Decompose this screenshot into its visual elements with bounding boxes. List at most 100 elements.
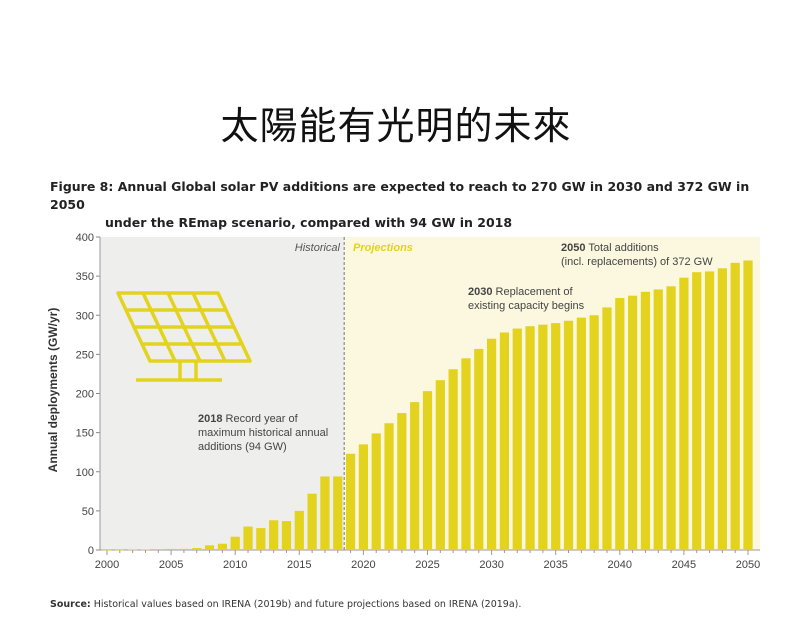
bar-2018 <box>333 476 343 550</box>
svg-text:2030 Replacement of: 2030 Replacement of <box>468 286 574 298</box>
bar-2026 <box>435 380 445 550</box>
bar-2045 <box>679 277 689 550</box>
annotation-2030-line1: Replacement of <box>496 286 574 298</box>
bar-2013 <box>269 520 279 550</box>
figure-caption-line2: under the REmap scenario, compared with … <box>105 215 513 230</box>
bar-2015 <box>294 510 304 550</box>
bar-2029 <box>474 348 484 550</box>
bar-2005 <box>166 548 176 550</box>
bar-2022 <box>384 423 394 550</box>
bar-2004 <box>153 549 163 550</box>
y-tick-label: 150 <box>76 428 94 440</box>
figure-caption-line1: Annual Global solar PV additions are exp… <box>50 179 750 212</box>
y-tick-label: 100 <box>76 467 94 479</box>
annotation-2030: 2030 Replacement of existing capacity be… <box>468 286 585 312</box>
bar-2031 <box>499 332 510 550</box>
historical-region-bg <box>100 237 345 550</box>
bar-2041 <box>628 295 638 550</box>
bar-2024 <box>410 402 420 550</box>
bar-2001 <box>115 549 125 551</box>
bar-2003 <box>140 549 151 551</box>
x-tick-label: 2050 <box>736 559 760 571</box>
annotation-2018-line3: additions (94 GW) <box>198 441 287 453</box>
y-tick-label: 0 <box>88 545 94 557</box>
bar-2048 <box>717 268 727 550</box>
bar-2010 <box>230 536 240 550</box>
bar-2036 <box>563 320 574 550</box>
bar-2019 <box>345 453 356 550</box>
x-axis: 2000 2005 2010 2015 2020 2025 2030 2035 2040 2045… <box>95 549 760 571</box>
bar-2008 <box>204 545 215 550</box>
y-tick-label: 400 <box>76 232 94 244</box>
svg-text:2018 Record year of: 2018 Record year of <box>198 413 299 425</box>
bar-chart: 0 50 100 150 200 250 300 350 400 2000 2005 2010 201… <box>46 232 760 571</box>
annotation-2018-bold: 2018 <box>198 413 222 425</box>
annotation-2050-line2: (incl. replacements) of 372 GW <box>561 256 713 268</box>
solar-panel-icon <box>116 291 252 382</box>
bar-2020 <box>358 444 369 550</box>
bar-2035 <box>551 323 561 550</box>
chart-container: 0 50 100 150 200 250 300 350 400 2000 2005 2010 201… <box>0 225 792 585</box>
bar-2039 <box>602 307 612 550</box>
bar-2009 <box>217 543 227 550</box>
bar-2002 <box>128 549 138 551</box>
annotation-2050-line1: Total additions <box>588 242 659 254</box>
annotation-2030-bold: 2030 <box>468 286 492 298</box>
y-tick-label: 350 <box>76 271 94 283</box>
source-label: Source: <box>50 599 91 610</box>
bar-2038 <box>589 315 599 550</box>
bar-2023 <box>397 413 407 550</box>
x-tick-label: 2010 <box>223 559 247 571</box>
projections-label: Projections <box>353 242 413 254</box>
x-tick-label: 2035 <box>543 559 567 571</box>
bar-2027 <box>448 369 458 550</box>
bar-2030 <box>486 338 497 550</box>
x-tick-label: 2045 <box>672 559 696 571</box>
annotation-2018-line1: Record year of <box>226 413 299 425</box>
y-axis: 0 50 100 150 200 250 300 350 400 <box>76 232 101 557</box>
x-tick-label: 2025 <box>415 559 439 571</box>
bar-2043 <box>653 289 663 550</box>
source-text: Historical values based on IRENA (2019b)… <box>93 599 522 610</box>
page-title: 太陽能有光明的未來 <box>220 104 572 148</box>
bar-2042 <box>640 291 651 550</box>
x-tick-label: 2015 <box>287 559 311 571</box>
bar-2050 <box>743 260 753 550</box>
bar-2033 <box>525 326 535 550</box>
annotation-2018-line2: maximum historical annual <box>198 427 328 439</box>
bar-2044 <box>666 286 676 550</box>
svg-text:2050 Total additions: 2050 Total additions <box>561 242 659 254</box>
annotation-2050: 2050 Total additions (incl. replacements… <box>561 242 713 268</box>
bar-2017 <box>320 476 330 550</box>
y-tick-label: 250 <box>76 349 94 361</box>
bar-2040 <box>615 298 625 550</box>
figure-label: Figure 8: <box>50 179 114 194</box>
bar-2047 <box>704 271 715 550</box>
bar-2012 <box>256 528 266 550</box>
bar-2037 <box>576 317 586 550</box>
bar-2046 <box>692 272 702 550</box>
annotation-2018: 2018 Record year of maximum historical a… <box>198 413 328 453</box>
historical-label: Historical <box>295 242 341 254</box>
bar-2049 <box>730 262 740 550</box>
annotation-2050-bold: 2050 <box>561 242 585 254</box>
bar-series <box>102 260 753 551</box>
x-tick-label: 2030 <box>479 559 503 571</box>
bar-2011 <box>243 526 253 550</box>
x-tick-label: 2020 <box>351 559 375 571</box>
annotation-2030-line2: existing capacity begins <box>468 300 585 312</box>
bar-2007 <box>192 548 202 550</box>
y-tick-label: 200 <box>76 389 94 401</box>
bar-2016 <box>307 493 317 550</box>
y-axis-label: Annual deployments (GW/yr) <box>46 308 60 473</box>
x-tick-label: 2040 <box>608 559 632 571</box>
x-tick-label: 2000 <box>95 559 119 571</box>
x-tick-label: 2005 <box>159 559 183 571</box>
bar-2014 <box>281 521 292 550</box>
figure-caption: Figure 8: Annual Global solar PV additio… <box>50 178 770 232</box>
bar-2021 <box>371 433 381 550</box>
y-tick-label: 300 <box>76 310 94 322</box>
y-tick-label: 50 <box>82 506 94 518</box>
bar-2000 <box>102 549 112 551</box>
bar-2034 <box>538 324 548 550</box>
